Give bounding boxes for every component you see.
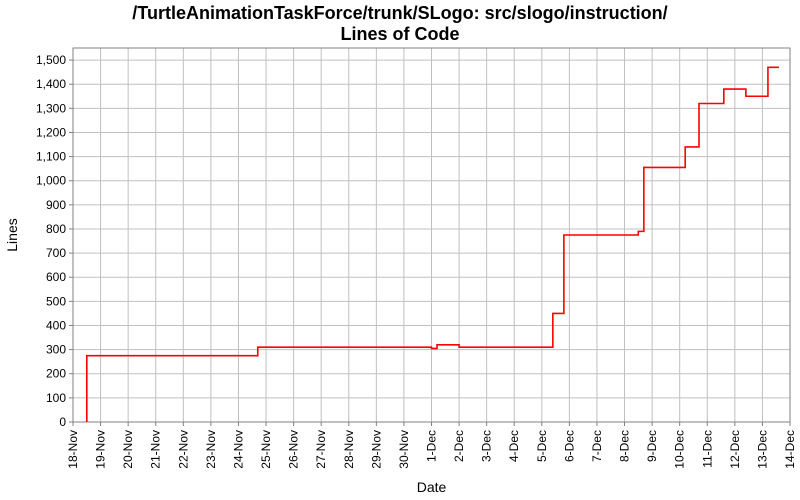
x-tick-label: 13-Dec <box>755 430 769 469</box>
x-tick-label: 27-Nov <box>314 430 328 469</box>
x-tick-label: 10-Dec <box>673 430 687 469</box>
x-tick-label: 18-Nov <box>66 430 80 469</box>
loc-step-chart: /TurtleAnimationTaskForce/trunk/SLogo: s… <box>0 0 800 500</box>
x-tick-label: 1-Dec <box>425 430 439 462</box>
grid <box>73 48 790 422</box>
x-tick-label: 2-Dec <box>452 430 466 462</box>
y-tick-label: 0 <box>59 415 66 429</box>
y-tick-label: 200 <box>46 367 66 381</box>
y-tick-label: 1,400 <box>36 77 66 91</box>
y-tick-label: 800 <box>46 222 66 236</box>
x-tick-label: 29-Nov <box>369 430 383 469</box>
y-tick-label: 700 <box>46 246 66 260</box>
y-tick-label: 100 <box>46 391 66 405</box>
x-tick-label: 23-Nov <box>204 430 218 469</box>
chart-container: /TurtleAnimationTaskForce/trunk/SLogo: s… <box>0 0 800 500</box>
x-tick-label: 7-Dec <box>590 430 604 462</box>
y-axis-label: Lines <box>4 218 20 251</box>
series-line <box>87 67 779 422</box>
x-tick-label: 24-Nov <box>231 430 245 469</box>
y-tick-label: 1,100 <box>36 150 66 164</box>
y-tick-label: 900 <box>46 198 66 212</box>
y-tick-label: 400 <box>46 318 66 332</box>
chart-title: /TurtleAnimationTaskForce/trunk/SLogo: s… <box>132 3 667 44</box>
x-tick-label: 9-Dec <box>645 430 659 462</box>
y-tick-label: 300 <box>46 343 66 357</box>
x-tick-label: 30-Nov <box>397 430 411 469</box>
x-axis-label: Date <box>417 479 447 495</box>
x-tick-label: 26-Nov <box>287 430 301 469</box>
x-tick-label: 20-Nov <box>121 430 135 469</box>
x-tick-label: 3-Dec <box>480 430 494 462</box>
x-tick-label: 6-Dec <box>562 430 576 462</box>
y-tick-label: 1,300 <box>36 101 66 115</box>
x-tick-label: 11-Dec <box>700 430 714 468</box>
x-tick-label: 8-Dec <box>618 430 632 462</box>
y-tick-label: 600 <box>46 270 66 284</box>
x-tick-label: 12-Dec <box>728 430 742 469</box>
y-tick-label: 1,200 <box>36 125 66 139</box>
x-tick-label: 28-Nov <box>342 430 356 469</box>
x-tick-label: 22-Nov <box>176 430 190 469</box>
x-tick-label: 19-Nov <box>94 430 108 469</box>
x-tick-label: 14-Dec <box>783 430 797 469</box>
x-tick-label: 5-Dec <box>535 430 549 462</box>
y-tick-label: 1,500 <box>36 53 66 67</box>
x-tick-label: 21-Nov <box>149 430 163 469</box>
x-tick-label: 25-Nov <box>259 430 273 469</box>
y-tick-label: 500 <box>46 294 66 308</box>
y-tick-label: 1,000 <box>36 174 66 188</box>
y-axis: 0 100 200 300 400 500 600 700 800 900 1,000 1,100 1,… <box>36 53 73 429</box>
x-axis: 18-Nov 19-Nov 20-Nov 21-Nov 22-Nov 23-Nov 24-N… <box>66 422 797 469</box>
x-tick-label: 4-Dec <box>507 430 521 462</box>
